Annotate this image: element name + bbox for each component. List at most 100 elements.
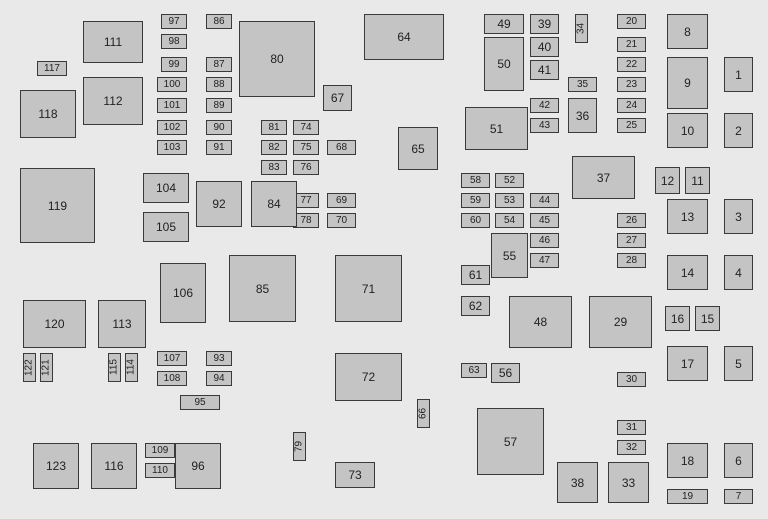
fuse-box-47: 47 (530, 253, 559, 268)
fuse-box-2: 2 (724, 113, 753, 148)
fuse-box-19: 19 (667, 489, 708, 504)
fuse-box-56: 56 (491, 363, 520, 383)
fuse-box-123: 123 (33, 443, 79, 489)
fuse-box-48: 48 (509, 296, 572, 348)
fuse-box-69: 69 (327, 193, 356, 208)
fuse-box-102: 102 (157, 120, 187, 135)
fuse-box-98: 98 (161, 34, 187, 49)
fuse-box-4: 4 (724, 255, 753, 290)
fuse-box-31: 31 (617, 420, 646, 435)
fuse-box-12: 12 (655, 167, 680, 194)
fuse-box-93: 93 (206, 351, 232, 366)
fuse-box-92: 92 (196, 181, 242, 227)
fuse-box-106: 106 (160, 263, 206, 323)
fuse-box-23: 23 (617, 77, 646, 92)
fuse-box-50: 50 (484, 37, 524, 91)
fuse-box-70: 70 (327, 213, 356, 228)
fuse-box-122: 122 (23, 353, 36, 382)
fuse-box-121: 121 (40, 353, 53, 382)
fuse-box-29: 29 (589, 296, 652, 348)
fuse-box-74: 74 (293, 120, 319, 135)
fuse-box-53: 53 (495, 193, 524, 208)
fuse-box-42: 42 (530, 98, 559, 113)
fuse-box-63: 63 (461, 363, 487, 378)
fuse-box-24: 24 (617, 98, 646, 113)
fuse-box-46: 46 (530, 233, 559, 248)
fuse-box-28: 28 (617, 253, 646, 268)
fuse-box-20: 20 (617, 14, 646, 29)
fuse-box-61: 61 (461, 265, 490, 285)
fuse-box-112: 112 (83, 77, 143, 125)
fuse-box-105: 105 (143, 212, 189, 242)
fuse-box-91: 91 (206, 140, 232, 155)
fuse-box-37: 37 (572, 156, 635, 199)
fuse-box-7: 7 (724, 489, 753, 504)
fuse-box-33: 33 (608, 462, 649, 503)
fuse-box-73: 73 (335, 462, 375, 488)
fuse-box-26: 26 (617, 213, 646, 228)
fuse-box-75: 75 (293, 140, 319, 155)
fuse-box-16: 16 (665, 306, 690, 331)
fuse-box-117: 117 (37, 61, 67, 76)
fuse-box-35: 35 (568, 77, 597, 92)
fuse-box-14: 14 (667, 255, 708, 290)
fuse-box-119: 119 (20, 168, 95, 243)
fuse-box-40: 40 (530, 37, 559, 57)
fuse-box-60: 60 (461, 213, 490, 228)
fuse-box-17: 17 (667, 346, 708, 381)
fuse-box-101: 101 (157, 98, 187, 113)
fuse-box-118: 118 (20, 90, 76, 138)
fuse-box-52: 52 (495, 173, 524, 188)
fuse-box-66: 66 (417, 399, 430, 428)
fuse-box-18: 18 (667, 443, 708, 478)
fuse-box-45: 45 (530, 213, 559, 228)
fuse-box-9: 9 (667, 57, 708, 109)
fuse-box-114: 114 (125, 353, 138, 382)
fuse-box-25: 25 (617, 118, 646, 133)
fuse-box-58: 58 (461, 173, 490, 188)
fuse-box-62: 62 (461, 296, 490, 316)
fuse-box-10: 10 (667, 113, 708, 148)
fuse-box-15: 15 (695, 306, 720, 331)
fuse-box-120: 120 (23, 300, 86, 348)
fuse-box-1: 1 (724, 57, 753, 92)
fuse-box-64: 64 (364, 14, 444, 60)
fuse-box-111: 111 (83, 21, 143, 63)
fuse-box-88: 88 (206, 77, 232, 92)
fuse-box-34: 34 (575, 14, 588, 43)
fuse-box-39: 39 (530, 14, 559, 34)
fuse-box-90: 90 (206, 120, 232, 135)
fuse-box-54: 54 (495, 213, 524, 228)
fuse-box-49: 49 (484, 14, 524, 34)
fuse-box-116: 116 (91, 443, 137, 489)
fuse-box-13: 13 (667, 199, 708, 234)
fuse-box-104: 104 (143, 173, 189, 203)
fuse-box-94: 94 (206, 371, 232, 386)
fuse-box-109: 109 (145, 443, 175, 458)
fuse-box-107: 107 (157, 351, 187, 366)
fuse-box-108: 108 (157, 371, 187, 386)
fuse-box-44: 44 (530, 193, 559, 208)
fuse-box-36: 36 (568, 98, 597, 133)
fuse-box-3: 3 (724, 199, 753, 234)
fuse-box-71: 71 (335, 255, 402, 322)
fuse-box-6: 6 (724, 443, 753, 478)
fuse-box-84: 84 (251, 181, 297, 227)
fuse-box-41: 41 (530, 60, 559, 80)
fuse-box-8: 8 (667, 14, 708, 49)
fuse-box-67: 67 (323, 85, 352, 111)
fuse-box-32: 32 (617, 440, 646, 455)
fuse-box-21: 21 (617, 37, 646, 52)
fuse-box-57: 57 (477, 408, 544, 475)
fuse-box-100: 100 (157, 77, 187, 92)
fuse-box-97: 97 (161, 14, 187, 29)
fuse-box-89: 89 (206, 98, 232, 113)
fuse-box-96: 96 (175, 443, 221, 489)
fuse-box-27: 27 (617, 233, 646, 248)
fuse-box-103: 103 (157, 140, 187, 155)
fuse-box-95: 95 (180, 395, 220, 410)
fuse-box-55: 55 (491, 233, 528, 278)
fuse-box-51: 51 (465, 107, 528, 150)
fuse-box-30: 30 (617, 372, 646, 387)
fuse-box-86: 86 (206, 14, 232, 29)
